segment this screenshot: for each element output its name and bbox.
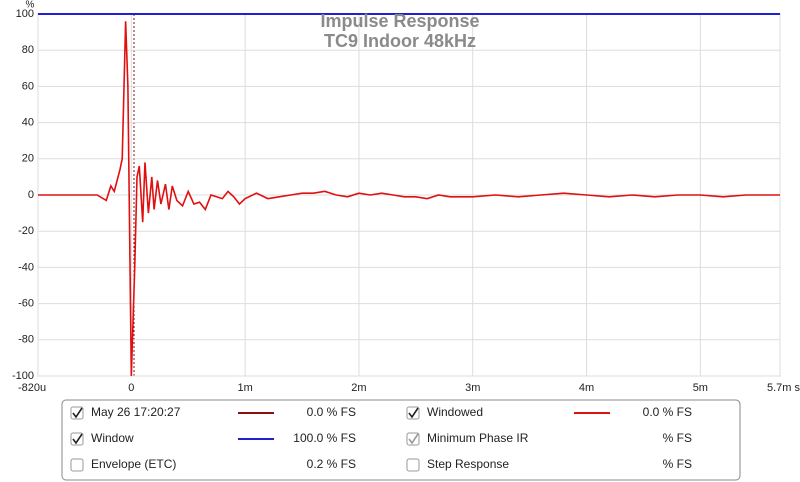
y-tick-label: 20 (22, 153, 34, 165)
x-tick-label: 2m (351, 382, 366, 394)
legend-item[interactable]: Windowed 0.0 % FS (406, 405, 692, 420)
legend-value: 0.0 % FS (643, 405, 692, 419)
legend-label: Windowed (427, 405, 483, 419)
x-tick-label: 1m (237, 382, 252, 394)
y-tick-label: 40 (22, 117, 34, 129)
y-tick-label: -40 (18, 261, 34, 273)
legend-label: Minimum Phase IR (427, 431, 529, 445)
legend-label: Window (91, 431, 134, 445)
chart-title: Impulse Response (320, 11, 479, 31)
x-tick-label: 3m (465, 382, 480, 394)
y-tick-label: -80 (18, 334, 34, 346)
legend-item[interactable]: Step Response % FS (406, 457, 692, 472)
legend-value: 0.2 % FS (307, 457, 356, 471)
legend-value: % FS (663, 431, 692, 445)
checkmark (408, 433, 419, 445)
y-tick-label: 0 (28, 189, 34, 201)
legend-value: % FS (663, 457, 692, 471)
checkbox[interactable] (406, 458, 420, 472)
y-unit: % (26, 0, 35, 11)
series-line (38, 21, 780, 377)
checkmark (72, 433, 83, 445)
x-tick-label: 0 (128, 382, 134, 394)
x-tick-label: 5m (693, 382, 708, 394)
legend-panel (61, 399, 741, 481)
x-tick-label: 4m (579, 382, 594, 394)
x-tick-label: -820u (18, 382, 46, 394)
y-tick-label: -20 (18, 225, 34, 237)
legend-item[interactable]: May 26 17:20:27 0.0 % FS (70, 405, 356, 420)
legend-item[interactable]: Window 100.0 % FS (70, 431, 356, 446)
checkbox[interactable] (70, 458, 84, 472)
chart-subtitle: TC9 Indoor 48kHz (324, 31, 476, 51)
legend-value: 0.0 % FS (307, 405, 356, 419)
legend-label: May 26 17:20:27 (91, 405, 181, 419)
y-tick-label: -60 (18, 298, 34, 310)
y-tick-label: -100 (12, 370, 34, 382)
legend-value: 100.0 % FS (293, 431, 356, 445)
x-tick-label: 5.7m s (767, 382, 800, 394)
legend-item[interactable]: Minimum Phase IR % FS (406, 431, 692, 446)
legend-label: Step Response (427, 457, 509, 471)
y-tick-label: 60 (22, 80, 34, 92)
legend-label: Envelope (ETC) (91, 457, 176, 471)
y-tick-label: 100 (16, 8, 34, 20)
y-tick-label: 80 (22, 44, 34, 56)
checkmark (72, 407, 83, 419)
legend-item[interactable]: Envelope (ETC) 0.2 % FS (70, 457, 356, 472)
checkmark (408, 407, 419, 419)
